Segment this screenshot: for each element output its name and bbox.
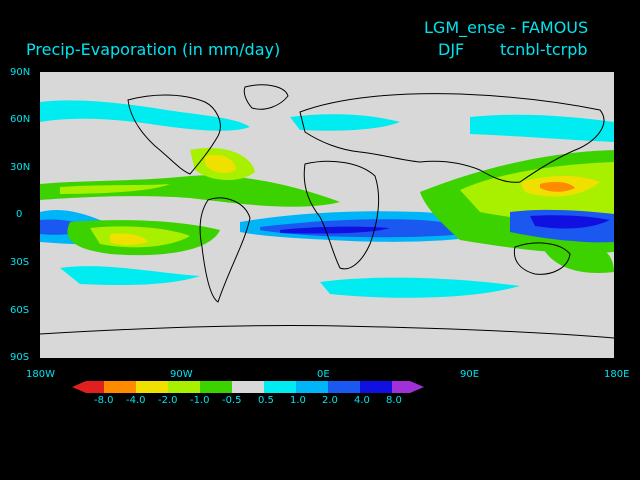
field-north-lime xyxy=(60,184,170,194)
coast-north-america xyxy=(127,94,221,175)
colorbar-segment xyxy=(200,381,232,393)
title-difference: tcnbl-tcrpb xyxy=(500,40,588,59)
title-season: DJF xyxy=(438,40,465,59)
colorbar-segment xyxy=(296,381,328,393)
field-equatorial-deep xyxy=(280,226,390,234)
x-tick-label: 180E xyxy=(604,369,630,380)
colorbar-label: -1.0 xyxy=(190,395,210,406)
y-tick-label: 90S xyxy=(10,352,30,363)
field-america-core xyxy=(205,154,236,173)
coast-australia xyxy=(513,242,571,275)
colorbar-label: 8.0 xyxy=(386,395,402,406)
field-atlantic-cyan xyxy=(290,114,400,131)
x-tick-label: 90W xyxy=(170,369,193,380)
colorbar-segment xyxy=(264,381,296,393)
coast-africa xyxy=(303,160,380,270)
colorbar-segment xyxy=(360,381,392,393)
y-tick-label: 60N xyxy=(10,114,31,125)
y-tick-label: 90N xyxy=(10,67,31,78)
colorbar-segment xyxy=(72,381,104,393)
colorbar-label: 1.0 xyxy=(290,395,306,406)
x-tick-label: 0E xyxy=(317,369,330,380)
anomaly-fields xyxy=(40,100,614,298)
colorbar-label: 2.0 xyxy=(322,395,338,406)
y-tick-label: 60S xyxy=(10,305,30,316)
precip-evap-map xyxy=(40,72,614,358)
y-tick-label: 30S xyxy=(10,257,30,268)
colorbar-label: -4.0 xyxy=(126,395,146,406)
colorbar-segment xyxy=(328,381,360,393)
field-south-cyan xyxy=(60,266,200,286)
coast-eurasia xyxy=(299,93,605,183)
x-tick-label: 180W xyxy=(26,369,55,380)
colorbar-label: -8.0 xyxy=(94,395,114,406)
field-asia-cyan xyxy=(470,114,614,142)
colorbar-label: -0.5 xyxy=(222,395,242,406)
field-indopacific-orange xyxy=(540,181,575,192)
field-maritime-deep xyxy=(530,215,610,229)
coast-south-america xyxy=(199,197,251,303)
colorbar xyxy=(72,381,424,393)
colorbar-label: 4.0 xyxy=(354,395,370,406)
colorbar-segment xyxy=(104,381,136,393)
y-tick-label: 0 xyxy=(16,209,23,220)
colorbar-segment xyxy=(136,381,168,393)
colorbar-segment xyxy=(168,381,200,393)
colorbar-segment xyxy=(232,381,264,393)
title-variable: Precip-Evaporation (in mm/day) xyxy=(26,40,281,59)
x-tick-label: 90E xyxy=(460,369,480,380)
colorbar-segment xyxy=(392,381,424,393)
y-tick-label: 30N xyxy=(10,162,31,173)
colorbar-label: -2.0 xyxy=(158,395,178,406)
field-north-cyan-band xyxy=(40,100,250,131)
coastlines xyxy=(40,84,614,339)
field-south-pacific-east-green xyxy=(540,240,614,273)
field-south-indian-cyan xyxy=(320,277,520,298)
field-south-yellow xyxy=(110,233,148,245)
colorbar-label: 0.5 xyxy=(258,395,274,406)
coast-antarctica xyxy=(40,324,614,339)
field-north-green xyxy=(40,175,340,207)
title-experiment: LGM_ense - FAMOUS xyxy=(424,18,589,37)
coast-greenland xyxy=(243,84,289,110)
